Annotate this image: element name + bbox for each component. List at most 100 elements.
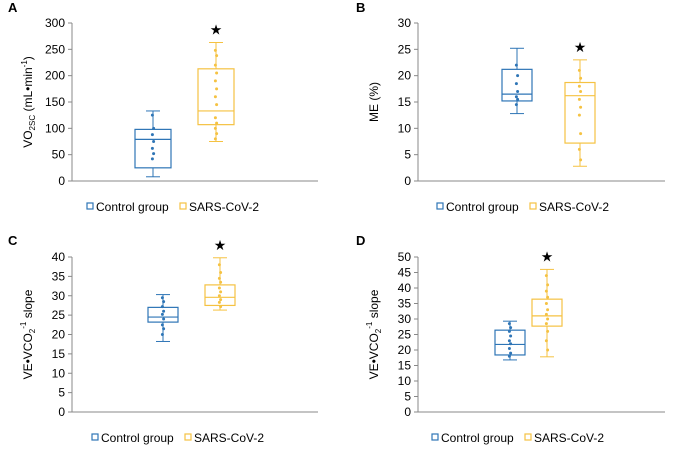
data-point bbox=[215, 54, 219, 58]
legend-swatch bbox=[184, 433, 192, 441]
data-point bbox=[152, 140, 156, 143]
data-point bbox=[514, 103, 518, 107]
data-point bbox=[160, 296, 164, 300]
data-point bbox=[217, 276, 221, 280]
data-point bbox=[160, 305, 164, 309]
legend-swatch bbox=[91, 433, 99, 441]
y-axis-title: VE•VCO2-1 slope bbox=[19, 289, 37, 379]
data-point bbox=[215, 71, 219, 75]
y-tick-label: 10 bbox=[52, 366, 66, 380]
data-point bbox=[215, 103, 219, 107]
y-tick-label: 50 bbox=[398, 250, 412, 264]
data-point bbox=[579, 158, 583, 162]
data-point bbox=[213, 116, 217, 120]
y-tick-label: 20 bbox=[398, 343, 412, 357]
data-point bbox=[544, 274, 548, 278]
significance-star: ★ bbox=[210, 21, 223, 37]
box-iqr bbox=[564, 81, 596, 144]
data-point bbox=[577, 113, 581, 117]
data-point bbox=[162, 309, 166, 313]
y-tick-label: 30 bbox=[398, 312, 412, 326]
y-tick-label: 35 bbox=[398, 297, 412, 311]
data-point bbox=[507, 339, 511, 343]
data-point bbox=[213, 137, 217, 141]
y-tick-label: 30 bbox=[52, 289, 66, 303]
legend-swatch bbox=[529, 202, 537, 210]
y-tick-label: 45 bbox=[398, 266, 412, 280]
y-tick-label: 100 bbox=[45, 121, 65, 135]
y-tick-label: 15 bbox=[398, 95, 412, 109]
data-point bbox=[544, 339, 548, 343]
y-tick-label: 20 bbox=[398, 69, 412, 83]
data-point bbox=[162, 300, 166, 304]
data-point bbox=[546, 295, 550, 299]
legend-label: SARS-CoV-2 bbox=[534, 431, 604, 445]
y-tick-label: 150 bbox=[45, 95, 65, 109]
data-point bbox=[152, 126, 156, 130]
y-tick-label: 25 bbox=[398, 328, 412, 342]
legend-swatch bbox=[431, 433, 439, 441]
data-point bbox=[509, 342, 513, 346]
data-point bbox=[544, 289, 548, 293]
legend-swatch bbox=[86, 202, 94, 210]
y-tick-label: 30 bbox=[398, 16, 412, 30]
data-point bbox=[219, 298, 223, 302]
data-point bbox=[514, 82, 518, 86]
box-iqr bbox=[501, 68, 533, 102]
legend-label: SARS-CoV-2 bbox=[539, 200, 609, 214]
data-point bbox=[217, 286, 221, 290]
data-point bbox=[514, 63, 518, 67]
y-axis-title: VE•VCO2-1 slope bbox=[365, 289, 383, 379]
y-tick-label: 0 bbox=[58, 174, 65, 188]
data-point bbox=[213, 126, 217, 130]
data-point bbox=[546, 329, 550, 333]
panel-label: C bbox=[8, 233, 18, 248]
panel-label: D bbox=[356, 233, 365, 248]
y-tick-label: 25 bbox=[398, 42, 412, 56]
y-tick-label: 0 bbox=[404, 174, 411, 188]
data-point bbox=[219, 271, 223, 274]
data-point bbox=[579, 76, 583, 80]
data-point bbox=[579, 132, 583, 136]
legend-swatch bbox=[524, 433, 532, 441]
data-point bbox=[544, 322, 548, 326]
panel-label: A bbox=[8, 0, 18, 15]
y-tick-label: 5 bbox=[404, 390, 411, 404]
y-tick-label: 15 bbox=[398, 359, 412, 373]
y-tick-label: 15 bbox=[52, 347, 66, 361]
data-point bbox=[509, 326, 513, 330]
y-tick-label: 0 bbox=[404, 405, 411, 419]
y-tick-label: 0 bbox=[58, 405, 65, 419]
data-point bbox=[507, 346, 511, 350]
legend-label: Control group bbox=[446, 200, 519, 214]
significance-star: ★ bbox=[214, 237, 227, 253]
y-tick-label: 20 bbox=[52, 328, 66, 342]
data-point bbox=[577, 97, 581, 101]
data-point bbox=[215, 87, 219, 91]
data-point bbox=[160, 333, 164, 336]
significance-star: ★ bbox=[541, 248, 554, 264]
y-tick-label: 5 bbox=[404, 148, 411, 162]
legend-label: Control group bbox=[101, 431, 174, 445]
data-point bbox=[509, 351, 513, 355]
y-tick-label: 35 bbox=[52, 269, 66, 283]
data-point bbox=[507, 322, 511, 326]
data-point bbox=[162, 327, 166, 331]
data-point bbox=[579, 105, 583, 109]
panel-label: B bbox=[356, 0, 365, 15]
data-point bbox=[217, 294, 221, 298]
data-point bbox=[577, 147, 581, 151]
data-point bbox=[546, 308, 550, 312]
y-tick-label: 250 bbox=[45, 42, 65, 56]
data-point bbox=[213, 79, 217, 83]
data-point bbox=[160, 323, 164, 327]
data-point bbox=[162, 317, 166, 321]
legend-label: Control group bbox=[96, 200, 169, 214]
legend-label: SARS-CoV-2 bbox=[189, 200, 259, 214]
legend-label: Control group bbox=[441, 431, 514, 445]
data-point bbox=[152, 152, 156, 156]
y-tick-label: 10 bbox=[398, 374, 412, 388]
data-point bbox=[514, 95, 518, 99]
data-point bbox=[150, 113, 154, 117]
